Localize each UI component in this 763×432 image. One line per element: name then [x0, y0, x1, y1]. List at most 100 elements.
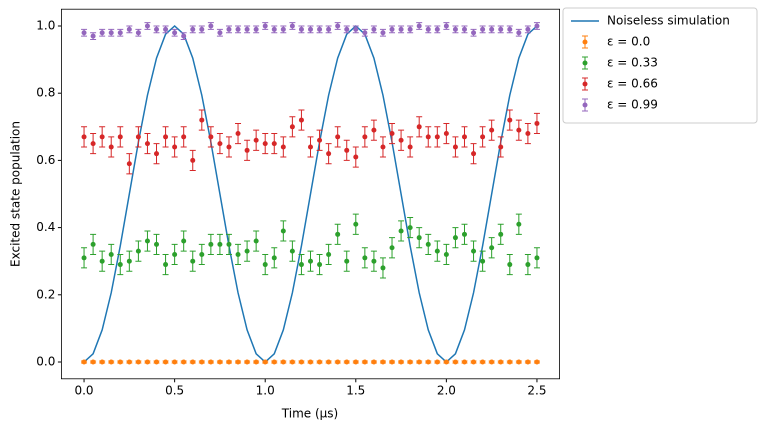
point — [108, 251, 114, 257]
point — [525, 262, 531, 268]
point — [480, 134, 486, 140]
x-tick-label: 0.5 — [165, 383, 184, 397]
point — [308, 359, 313, 365]
point — [480, 26, 486, 32]
point — [226, 241, 232, 247]
point — [163, 262, 169, 268]
point — [416, 23, 422, 29]
point — [226, 26, 232, 32]
point — [471, 359, 477, 365]
point — [317, 359, 323, 365]
point — [226, 359, 232, 365]
point — [371, 359, 377, 365]
plot-frame — [61, 8, 561, 380]
point — [326, 251, 332, 257]
x-tick-label: 1.0 — [256, 383, 275, 397]
point — [181, 238, 187, 244]
point — [416, 124, 422, 130]
point — [135, 359, 141, 365]
point — [534, 255, 540, 261]
legend-box — [562, 7, 758, 124]
point — [126, 26, 132, 32]
point — [389, 245, 395, 251]
x-tick-label: 0.0 — [74, 383, 93, 397]
point — [253, 359, 259, 365]
point — [289, 23, 295, 29]
point — [534, 120, 540, 126]
x-tick-label: 1.5 — [346, 383, 365, 397]
legend-label: ε = 0.33 — [607, 56, 658, 70]
point — [244, 359, 250, 365]
point — [117, 262, 123, 268]
point — [199, 251, 205, 257]
point — [154, 26, 160, 32]
point — [298, 117, 304, 123]
point — [99, 258, 105, 264]
point — [326, 151, 332, 157]
point — [398, 26, 404, 32]
point — [154, 151, 160, 157]
point — [461, 231, 467, 237]
point — [380, 144, 386, 150]
point — [525, 359, 531, 365]
point — [525, 131, 531, 137]
point — [253, 26, 259, 32]
point — [163, 359, 169, 365]
point — [326, 359, 332, 365]
point — [271, 359, 277, 365]
point — [416, 235, 422, 241]
point — [398, 359, 404, 365]
point — [371, 26, 377, 32]
point — [380, 30, 386, 36]
legend-label: Noiseless simulation — [607, 14, 730, 28]
point — [335, 134, 341, 140]
point — [380, 265, 386, 271]
point — [117, 134, 123, 140]
x-tick-label: 2.5 — [527, 383, 546, 397]
point — [461, 134, 467, 140]
point — [471, 248, 477, 254]
point — [81, 255, 87, 261]
point — [308, 144, 313, 150]
legend-label: ε = 0.99 — [607, 98, 658, 112]
point — [443, 23, 449, 29]
point — [199, 117, 205, 123]
point — [126, 359, 132, 365]
point — [398, 137, 404, 143]
point — [226, 144, 232, 150]
point — [90, 141, 96, 147]
point — [271, 26, 277, 32]
point — [335, 231, 341, 237]
point — [407, 26, 413, 32]
point — [117, 30, 123, 36]
point — [489, 359, 495, 365]
point — [181, 359, 187, 365]
y-tick-label: 1.0 — [36, 19, 55, 33]
point — [289, 124, 295, 130]
point — [317, 26, 323, 32]
legend-swatch — [582, 39, 588, 45]
point — [452, 26, 458, 32]
point — [434, 359, 440, 365]
point — [144, 141, 150, 147]
point — [425, 134, 431, 140]
point — [471, 30, 477, 36]
point — [280, 144, 286, 150]
point — [208, 23, 214, 29]
point — [289, 359, 295, 365]
point — [434, 134, 440, 140]
point — [489, 245, 495, 251]
point — [235, 251, 241, 257]
point — [217, 141, 223, 147]
y-tick-label: 0.6 — [36, 153, 55, 167]
x-axis-label: Time (μs) — [281, 407, 338, 421]
point — [407, 359, 413, 365]
point — [154, 359, 160, 365]
point — [99, 30, 105, 36]
point — [452, 235, 458, 241]
point — [507, 262, 513, 268]
point — [335, 359, 341, 365]
point — [99, 134, 105, 140]
point — [135, 248, 141, 254]
point — [262, 359, 268, 365]
